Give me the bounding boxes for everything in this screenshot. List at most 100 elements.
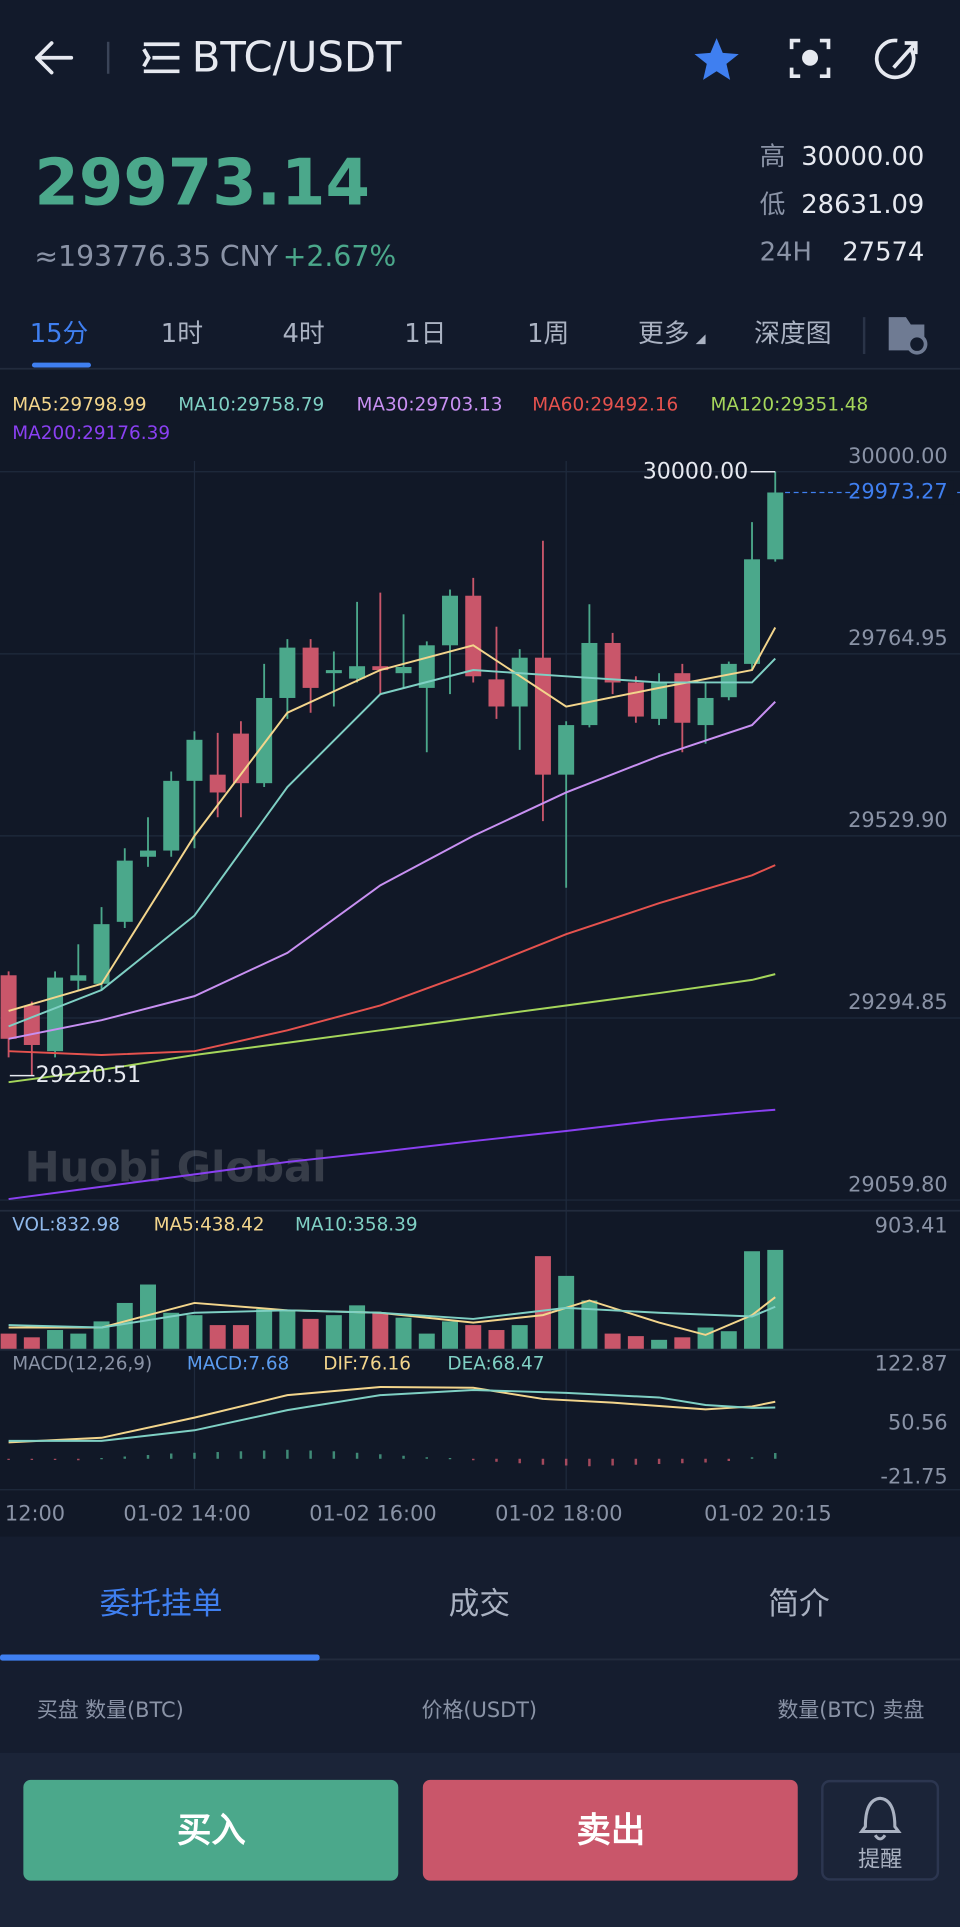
volume-bar bbox=[674, 1337, 691, 1350]
candle-body bbox=[744, 559, 761, 664]
legend-entry: MA30:29703.13 bbox=[356, 395, 502, 416]
interval-tab[interactable]: 更多 bbox=[638, 319, 690, 349]
macd-bar bbox=[30, 1458, 34, 1460]
volume-bar bbox=[627, 1336, 644, 1350]
macd-bar bbox=[193, 1452, 196, 1459]
macd-bar bbox=[611, 1458, 614, 1466]
last-price: 29973.14 bbox=[34, 146, 370, 220]
interval-tab[interactable]: 15分 bbox=[30, 319, 89, 349]
low-value: 28631.09 bbox=[801, 190, 924, 220]
macd-bar bbox=[216, 1452, 219, 1459]
x-tick-label: 01-02 14:00 bbox=[123, 1501, 250, 1525]
min-label: 29220.51 bbox=[36, 1062, 142, 1088]
candle-body bbox=[720, 663, 737, 698]
macd-bar bbox=[355, 1452, 359, 1459]
volume-bar bbox=[209, 1325, 226, 1350]
candle-body bbox=[47, 977, 64, 1052]
macd-bar bbox=[146, 1455, 150, 1459]
y-tick-label: 29059.80 bbox=[848, 1172, 948, 1196]
indicator-line bbox=[8, 1108, 776, 1201]
volume-bar bbox=[0, 1333, 17, 1350]
volume-bar bbox=[697, 1327, 714, 1350]
last-price-badge bbox=[857, 480, 954, 505]
panel-title: MACD(12,26,9) bbox=[12, 1353, 152, 1374]
volume-bar bbox=[256, 1309, 273, 1350]
indicator-line bbox=[8, 627, 777, 1012]
buy-button[interactable] bbox=[23, 1779, 399, 1881]
macd-bar bbox=[588, 1458, 591, 1467]
volume-bar bbox=[651, 1339, 668, 1350]
candle-body bbox=[116, 860, 133, 922]
macd-bar bbox=[239, 1451, 243, 1459]
x-tick-label: 12:00 bbox=[5, 1501, 65, 1525]
legend-entry: MA10:29758.79 bbox=[178, 395, 324, 416]
candle-body bbox=[465, 595, 482, 677]
cny-price: ≈193776.35 CNY bbox=[34, 240, 278, 273]
y-tick-label: 29529.90 bbox=[848, 808, 948, 832]
favorite-star[interactable] bbox=[694, 38, 739, 80]
max-label: 30000.00 bbox=[643, 458, 749, 484]
candle-body bbox=[23, 1005, 40, 1045]
macd-bar bbox=[53, 1458, 57, 1460]
bell-icon bbox=[858, 1796, 902, 1841]
back-button[interactable] bbox=[35, 41, 74, 75]
macd-bar bbox=[169, 1453, 173, 1459]
candle-body bbox=[697, 697, 714, 726]
candle-body bbox=[372, 666, 389, 671]
screenshot-icon[interactable] bbox=[789, 38, 831, 79]
high-value: 30000.00 bbox=[801, 142, 924, 172]
indicator-line bbox=[8, 657, 776, 1028]
indicator-line bbox=[8, 1305, 776, 1329]
indicator-line bbox=[8, 864, 776, 1056]
volume-bar bbox=[163, 1312, 180, 1350]
y-tick-label: 30000.00 bbox=[848, 444, 948, 468]
candle-body bbox=[511, 657, 528, 707]
indicator-line bbox=[8, 1296, 776, 1336]
macd-bar bbox=[77, 1458, 80, 1461]
candle-body bbox=[534, 657, 551, 775]
macd-bar bbox=[541, 1458, 545, 1465]
x-tick-label: 01-02 20:15 bbox=[704, 1501, 831, 1525]
candle-body bbox=[627, 682, 644, 717]
y-tick-label: 50.56 bbox=[888, 1410, 948, 1434]
alert-button[interactable] bbox=[821, 1779, 940, 1881]
volume-bar bbox=[47, 1330, 64, 1350]
column-header: 买盘 数量(BTC) bbox=[37, 1698, 184, 1722]
order-tab[interactable]: 委托挂单 bbox=[100, 1586, 223, 1622]
share-icon[interactable] bbox=[874, 38, 918, 80]
sell-button[interactable] bbox=[422, 1779, 798, 1881]
order-panel bbox=[0, 1536, 960, 1753]
last-price-label: 29973.27 bbox=[848, 479, 948, 503]
menu-icon[interactable] bbox=[142, 42, 180, 74]
macd-bar bbox=[286, 1449, 289, 1459]
high-label: 高 bbox=[760, 142, 786, 172]
macd-bar bbox=[681, 1458, 684, 1464]
macd-bar bbox=[634, 1458, 638, 1465]
legend-entry: MA10:358.39 bbox=[295, 1215, 418, 1236]
order-tab[interactable]: 成交 bbox=[449, 1586, 510, 1622]
candle-body bbox=[140, 850, 156, 857]
interval-tab[interactable]: 1时 bbox=[161, 319, 203, 349]
macd-bar bbox=[425, 1457, 429, 1459]
macd-bar bbox=[750, 1457, 754, 1459]
volume-bar bbox=[767, 1249, 784, 1350]
candle-body bbox=[488, 679, 505, 707]
macd-bar bbox=[727, 1458, 731, 1462]
interval-tab[interactable]: 4时 bbox=[283, 319, 325, 349]
column-header: 价格(USDT) bbox=[422, 1698, 537, 1722]
pair-title: BTC/USDT bbox=[192, 33, 402, 82]
panel-title: VOL:832.98 bbox=[12, 1215, 120, 1236]
volume-bar bbox=[720, 1331, 737, 1350]
indicator-line bbox=[8, 1386, 776, 1444]
interval-tab[interactable]: 深度图 bbox=[754, 319, 831, 349]
volume-bar bbox=[325, 1315, 342, 1350]
chart-settings-icon[interactable] bbox=[888, 317, 928, 355]
interval-tab[interactable]: 1周 bbox=[527, 319, 569, 349]
volume-bar bbox=[23, 1337, 40, 1350]
legend-entry: DEA:68.47 bbox=[447, 1353, 544, 1374]
order-tab[interactable]: 简介 bbox=[768, 1586, 829, 1622]
interval-tab[interactable]: 1日 bbox=[404, 319, 446, 349]
candle-body bbox=[302, 647, 319, 688]
